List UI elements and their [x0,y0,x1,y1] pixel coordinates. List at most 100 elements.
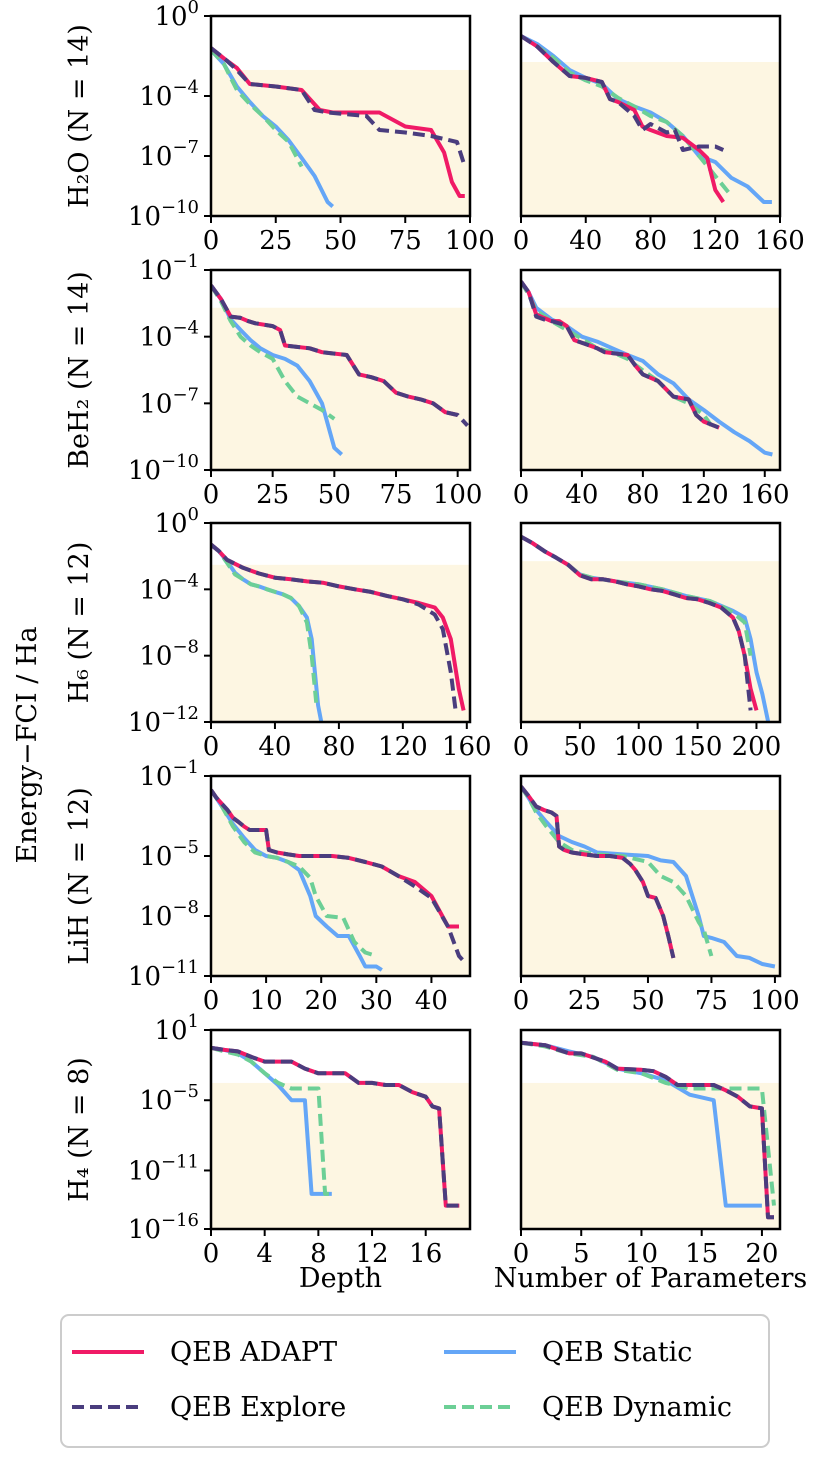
series-line-explore [521,1040,774,1220]
accuracy-region [521,62,780,216]
series-line-explore [211,788,466,964]
x-tick-label: 0 [513,1239,530,1269]
series-line-explore [211,543,458,711]
x-tick-label: 0 [203,986,220,1016]
legend-label-adapt: QEB ADAPT [170,1337,337,1368]
global-y-axis-label: Energy−FCI / Ha [12,626,43,863]
x-tick-label: 4 [256,1239,273,1269]
plot-frame [209,268,472,472]
accuracy-region [211,1082,470,1229]
y-tick-label: 101 [154,1011,199,1046]
x-tick-label: 20 [305,986,338,1016]
legend-box [60,1314,770,1448]
series-line-explore [211,284,469,427]
x-tick-label: 120 [690,226,740,256]
chart-panel-h2o-depth: 0 25 50 75 100 100 10−4 10−7 10−10 H₂O (N = 14) [64,0,495,256]
y-tick-label: 10−7 [139,137,199,172]
y-tick-label: 10−1 [139,251,199,286]
plot-frame [519,774,782,978]
x-tick-label: 12 [355,1239,388,1269]
plot-frame [519,1028,782,1231]
row-label: LiH (N = 12) [64,787,95,965]
legend-label-explore: QEB Explore [170,1392,346,1423]
x-tick-label: 150 [673,732,723,762]
x-tick-label: 40 [569,226,602,256]
y-tick-label: 10−16 [128,1210,199,1245]
chart-panel-beh2-parameters: 0 40 80 120 160 [513,268,790,510]
x-tick-label: 25 [568,986,601,1016]
chart-panel-lih-depth: 0 10 20 30 40 10−1 10−5 10−8 10−11 LiH (N = 12) [64,757,472,1016]
chart-panel-h6-depth: 0 40 80 120 160 100 10−4 10−8 10−12 H₆ (N = 12) [64,504,492,762]
y-tick-label: 10−12 [128,703,199,738]
y-tick-label: 10−10 [128,451,199,486]
series-line-dynamic [211,788,377,958]
x-tick-label: 0 [203,226,220,256]
series-line-explore [521,34,725,152]
y-tick-label: 10−10 [128,197,199,232]
y-tick-label: 10−7 [139,384,199,419]
accuracy-region [211,69,470,216]
x-tick-label: 80 [626,480,659,510]
y-tick-label: 100 [154,504,199,539]
x-tick-label: 10 [625,1239,658,1269]
row-label: BeH₂ (N = 14) [64,271,95,469]
series-line-explore [521,785,676,959]
x-tick-label: 50 [318,480,351,510]
series-line-static [521,785,776,969]
x-tick-label: 25 [256,480,289,510]
x-tick-label: 0 [203,732,220,762]
accuracy-region [211,564,470,722]
series-line-explore [211,46,467,168]
series-line-dynamic [521,34,733,198]
x-axis-title: Depth [299,1263,382,1294]
x-tick-label: 0 [203,480,220,510]
legend-label-static: QEB Static [542,1337,692,1368]
x-tick-label: 30 [360,986,393,1016]
row-label: H₆ (N = 12) [64,542,95,704]
x-tick-label: 0 [513,732,530,762]
x-tick-label: 0 [203,1239,220,1269]
x-tick-label: 15 [685,1239,718,1269]
x-tick-label: 100 [445,226,495,256]
x-tick-label: 50 [324,226,357,256]
x-tick-label: 0 [513,226,530,256]
chart-panel-lih-parameters: 0 25 50 75 100 [513,774,800,1016]
series-line-dynamic [521,280,714,427]
y-tick-label: 10−4 [139,77,199,112]
series-line-dynamic [211,1045,332,1196]
x-tick-label: 40 [415,986,448,1016]
plot-frame [519,521,782,724]
x-tick-label: 120 [679,480,729,510]
series-line-dynamic [521,785,714,957]
chart-panel-h2o-parameters: 0 40 80 120 160 [513,14,805,256]
plot-frame [209,1028,472,1231]
legend-label-dynamic: QEB Dynamic [542,1392,732,1423]
x-tick-label: 75 [389,226,422,256]
x-tick-label: 100 [614,732,664,762]
y-tick-label: 10−8 [139,637,199,672]
plot-frame [209,774,472,978]
series-line-dynamic [211,284,336,421]
y-tick-label: 10−4 [139,318,199,353]
plot-frame [519,268,782,472]
x-tick-label: 50 [631,986,664,1016]
y-tick-label: 10−5 [139,837,199,872]
x-axis-title: Number of Parameters [494,1263,807,1294]
legend: QEB ADAPT QEB Static QEB Explore QEB Dynami… [60,1314,770,1448]
x-tick-label: 80 [634,226,667,256]
x-tick-label: 100 [750,986,800,1016]
accuracy-region [211,809,470,976]
series-line-static [521,34,772,204]
x-tick-label: 8 [310,1239,327,1269]
x-tick-label: 160 [442,732,492,762]
chart-panel-h4-depth: 0 4 8 12 16 101 10−5 10−11 10−16 H₄ (N = 8) Depth [64,1011,472,1294]
row-label: H₂O (N = 14) [64,24,95,208]
series-line-explore [521,280,720,430]
x-tick-label: 40 [565,480,598,510]
x-tick-label: 20 [745,1239,778,1269]
series-line-dynamic [211,543,319,706]
series-line-explore [211,1045,460,1208]
y-tick-label: 10−11 [128,1151,199,1186]
